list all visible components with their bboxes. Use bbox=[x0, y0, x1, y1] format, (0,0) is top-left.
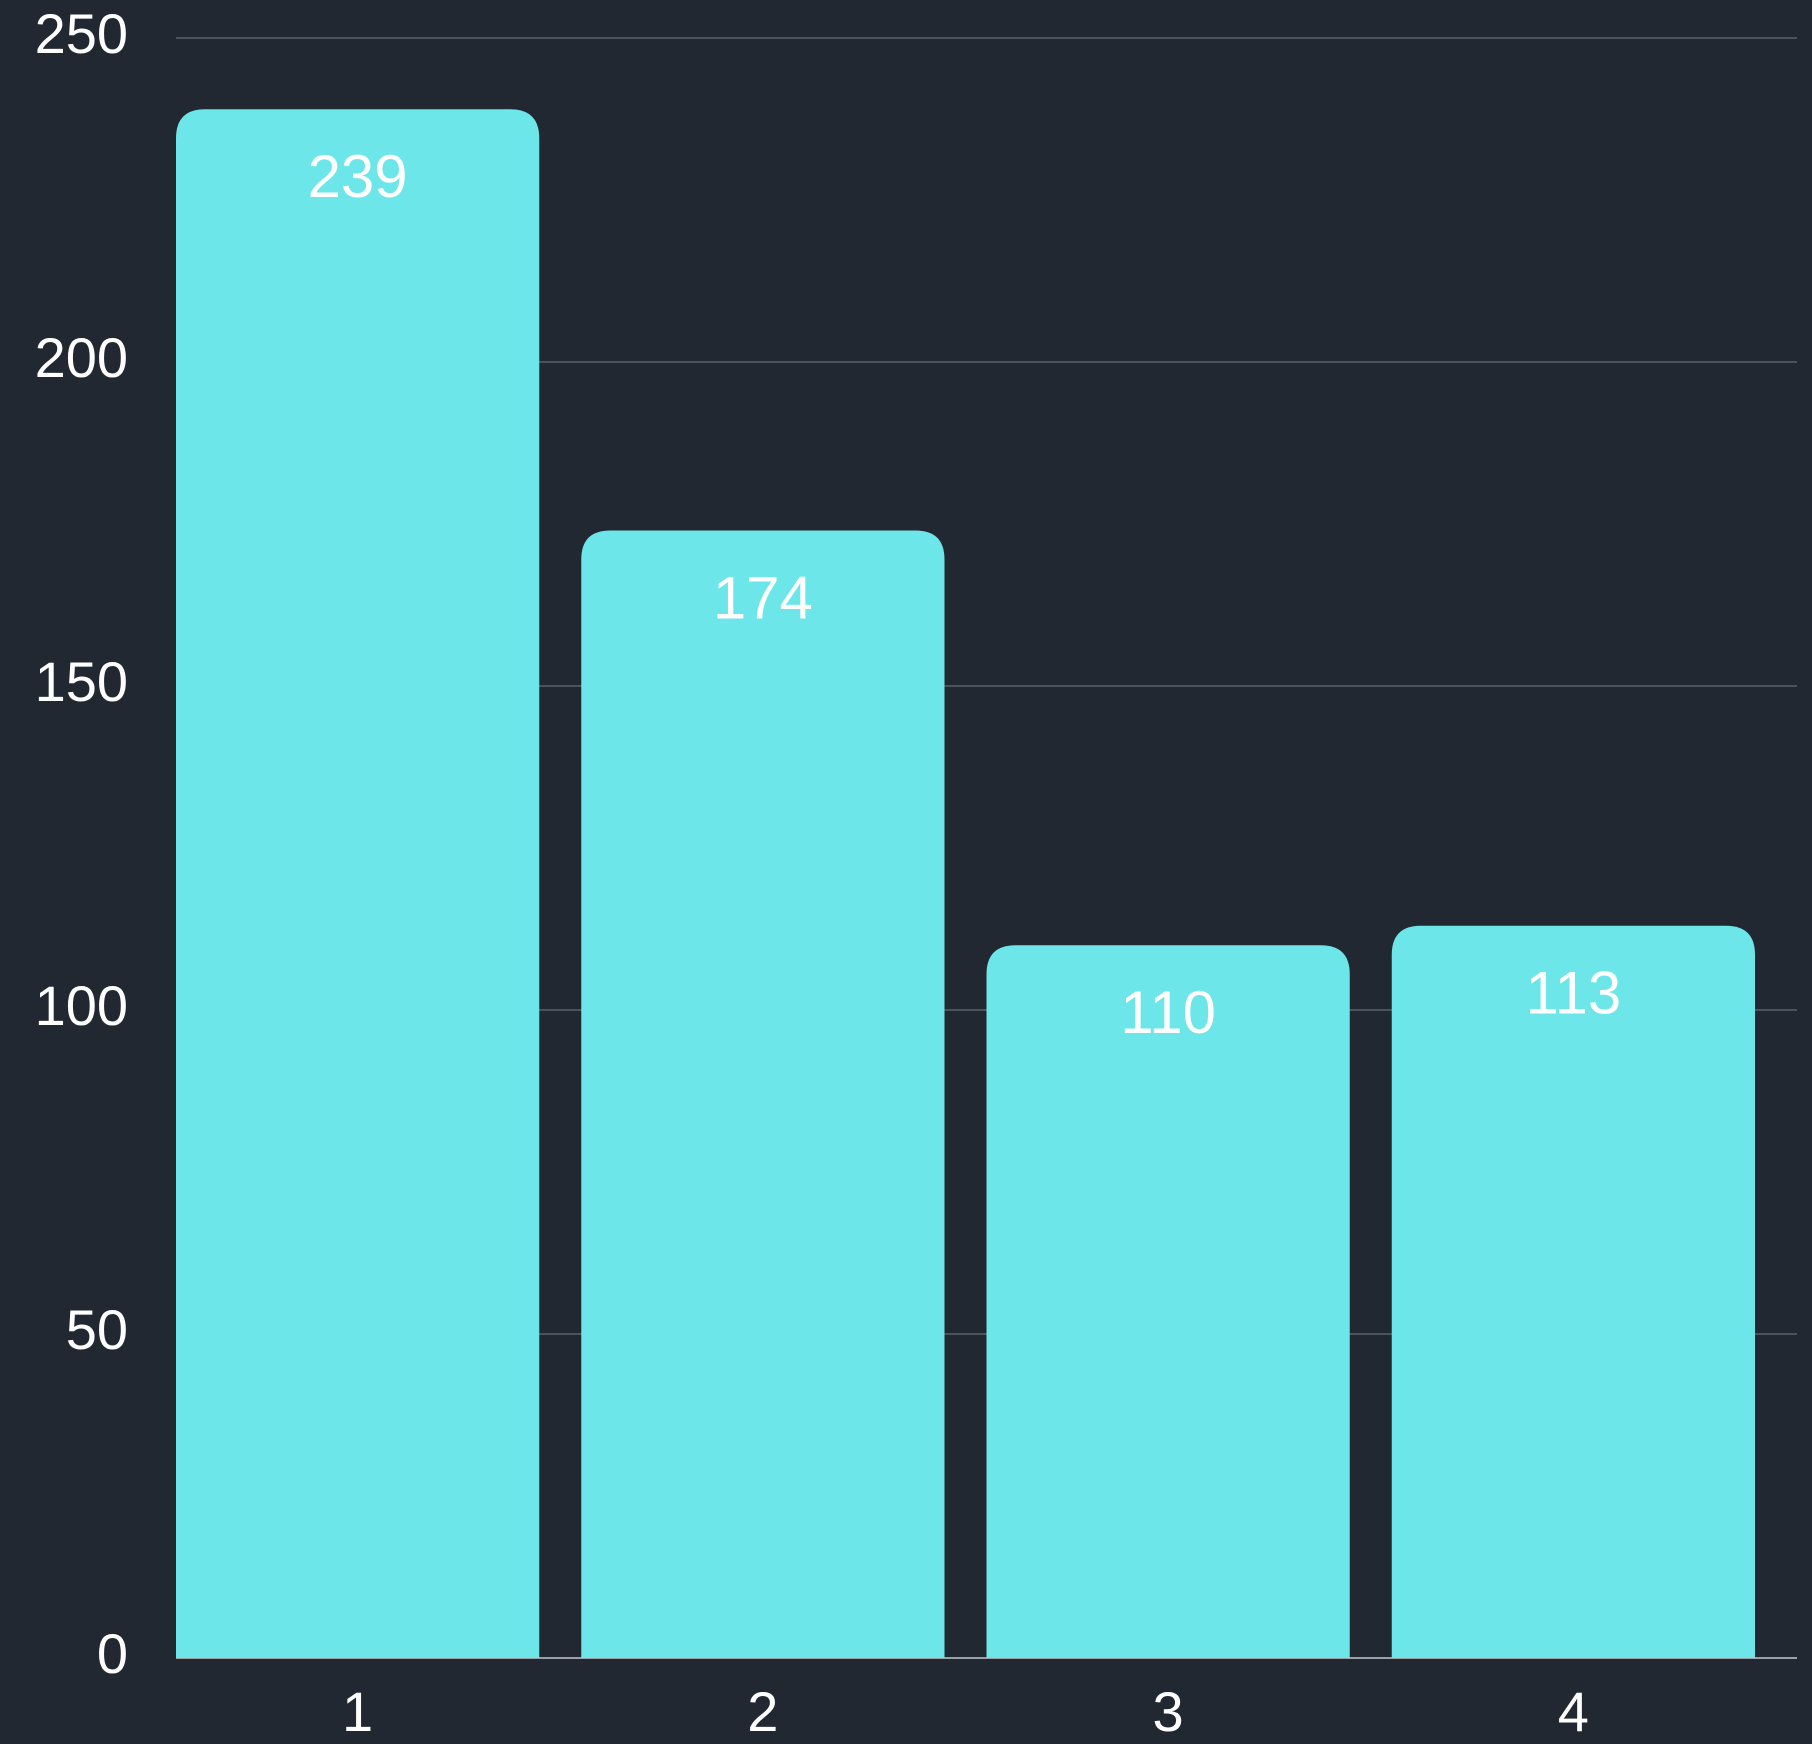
bar bbox=[581, 530, 945, 1658]
y-tick-label: 50 bbox=[66, 1298, 128, 1361]
x-tick-label: 3 bbox=[1153, 1680, 1184, 1743]
x-tick-label: 2 bbox=[747, 1680, 778, 1743]
y-tick-label: 250 bbox=[35, 2, 128, 65]
value-label: 239 bbox=[308, 143, 408, 210]
y-tick-label: 100 bbox=[35, 974, 128, 1037]
bar bbox=[1391, 925, 1755, 1658]
value-label: 174 bbox=[713, 564, 813, 631]
bar bbox=[176, 109, 540, 1658]
x-tick-label: 1 bbox=[342, 1680, 373, 1743]
bar bbox=[986, 945, 1350, 1658]
y-tick-label: 150 bbox=[35, 650, 128, 713]
y-tick-label: 200 bbox=[35, 326, 128, 389]
y-tick-label: 0 bbox=[97, 1622, 128, 1685]
value-label: 113 bbox=[1526, 960, 1622, 1027]
x-tick-label: 4 bbox=[1558, 1680, 1589, 1743]
value-label: 110 bbox=[1120, 979, 1216, 1046]
